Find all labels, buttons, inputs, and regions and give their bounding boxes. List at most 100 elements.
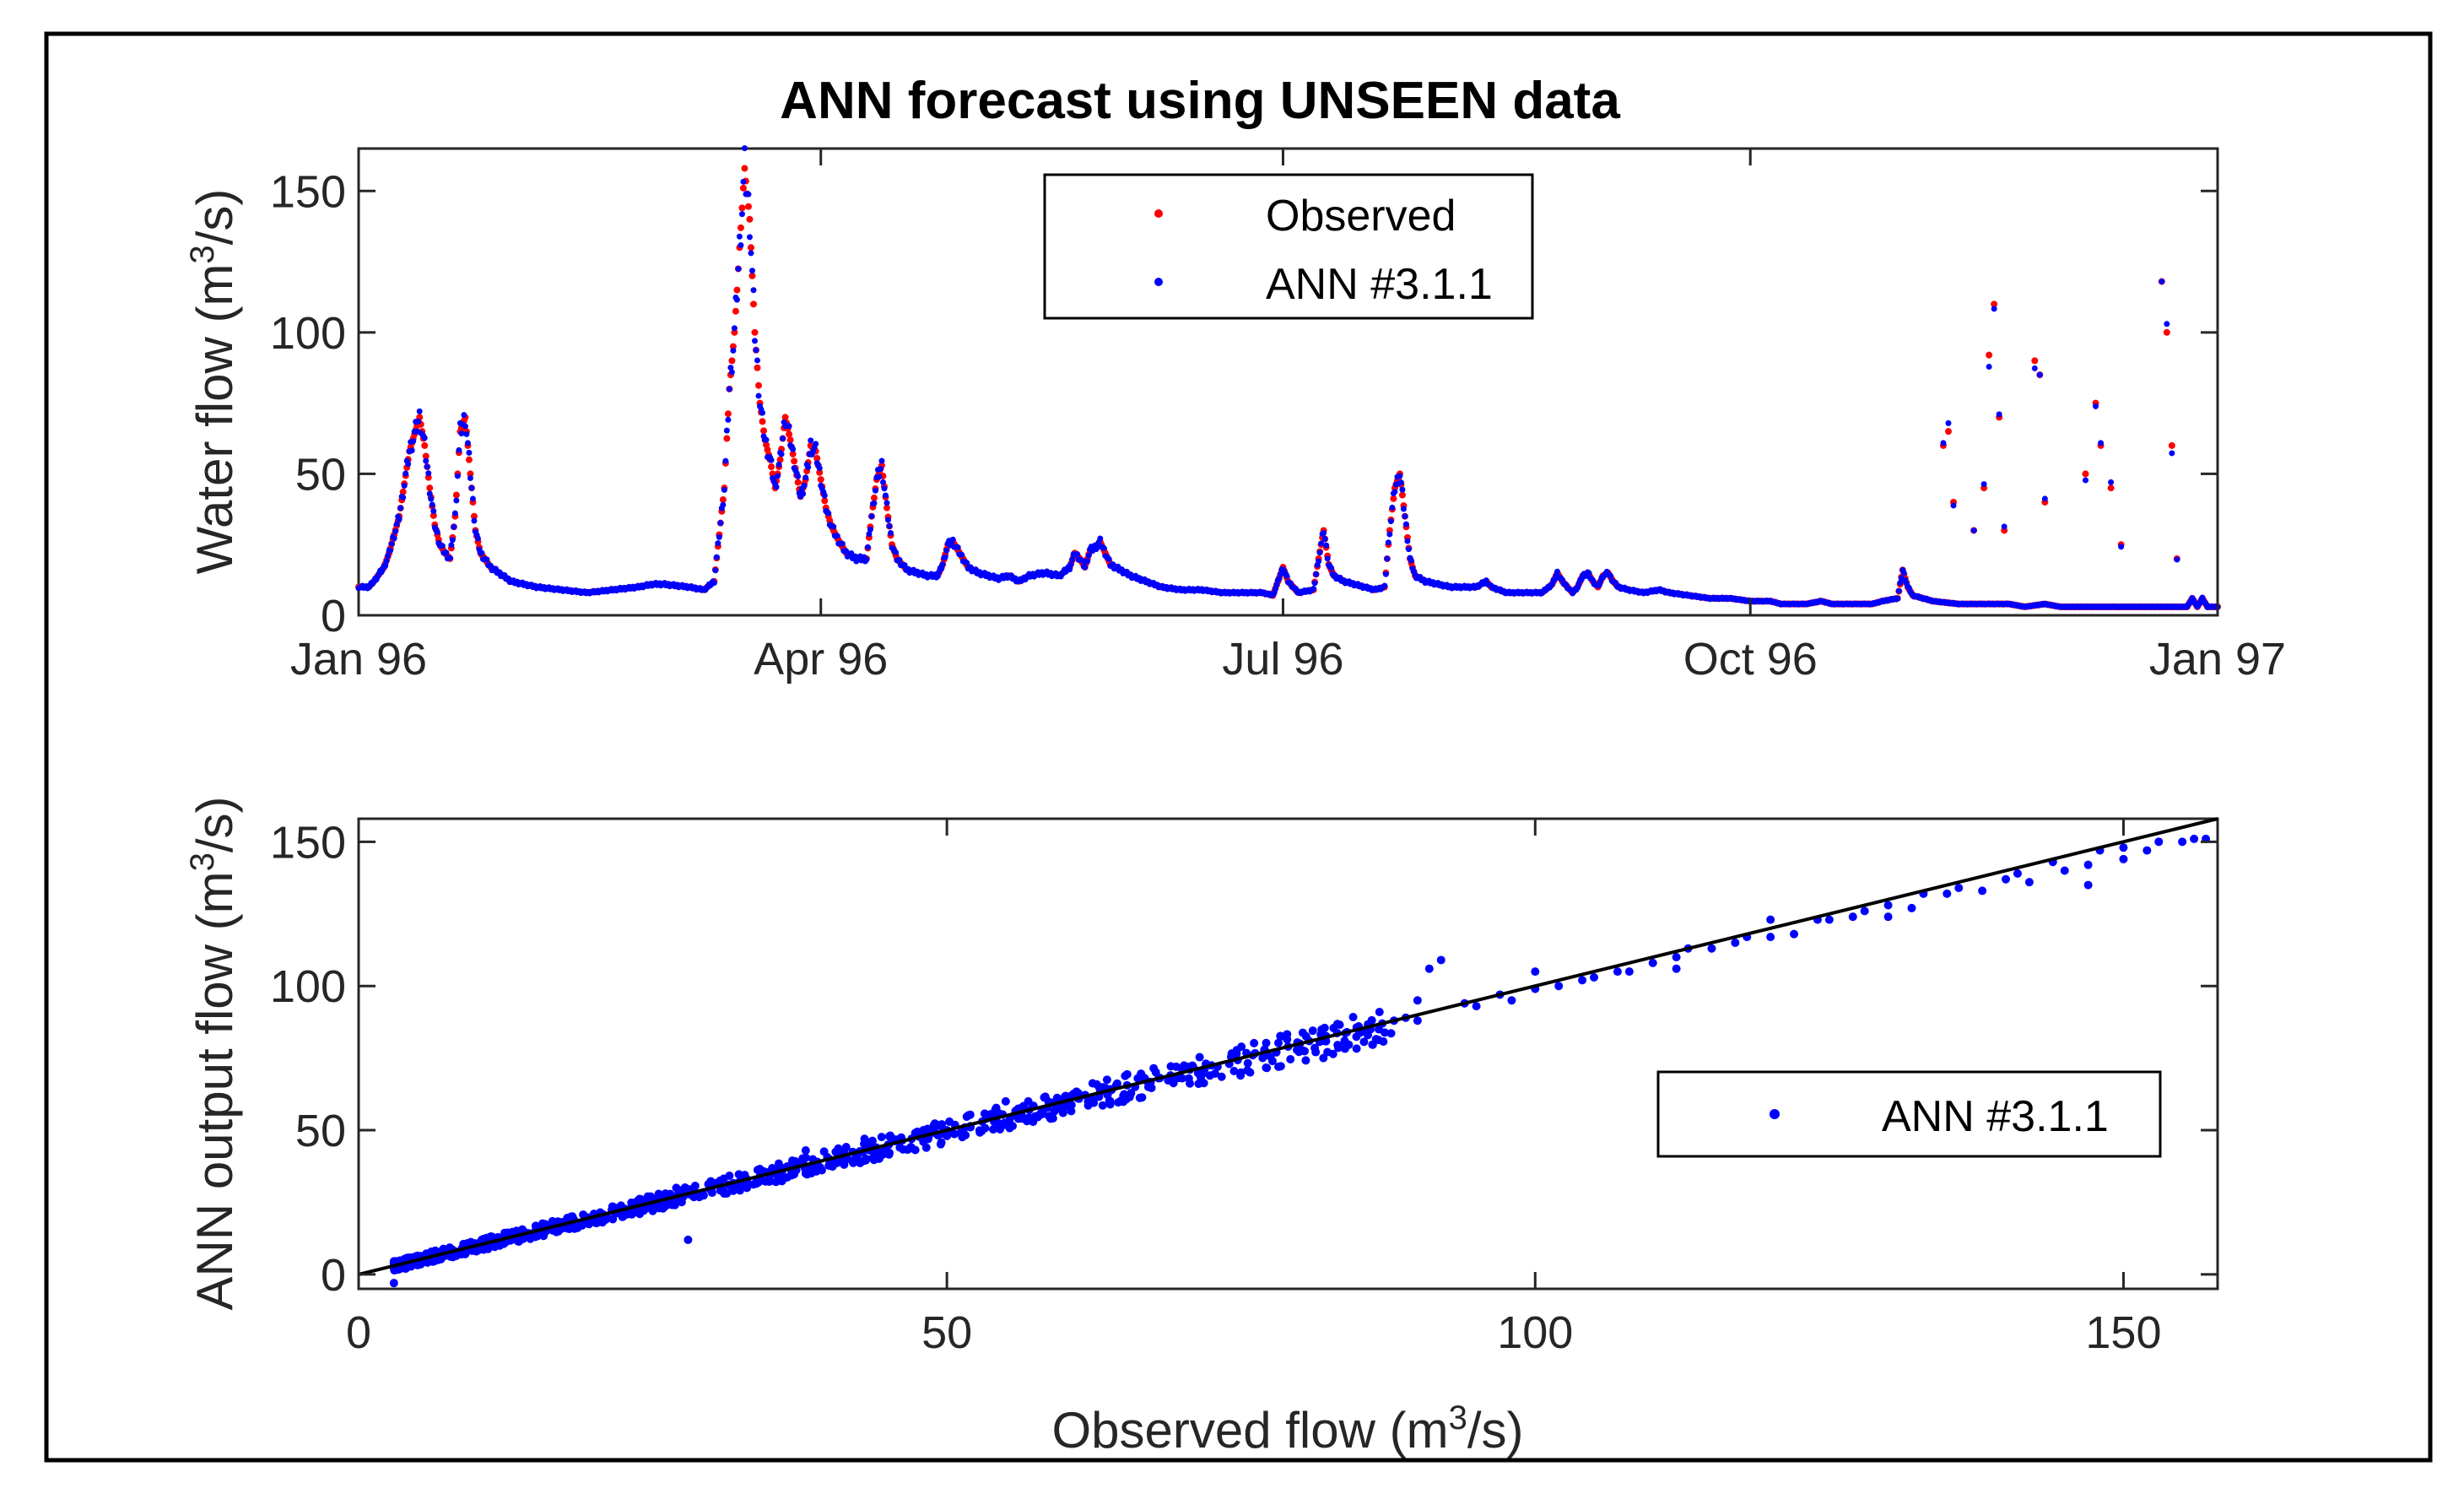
scatter-point (1334, 1043, 1343, 1053)
scatter-point (1707, 944, 1716, 953)
observed-point (776, 456, 784, 463)
bottom-legend: ANN #3.1.1 (1656, 1070, 2162, 1158)
scatter-point (1266, 1052, 1275, 1061)
ann-point-top (763, 436, 770, 443)
ann-point-top (753, 347, 759, 354)
observed-point (755, 382, 763, 389)
scatter-point (1114, 1098, 1123, 1107)
bottom-axes-box (357, 817, 2219, 1291)
scatter-point (1531, 967, 1540, 977)
scatter-point (1013, 1114, 1023, 1123)
scatter-point (2190, 834, 2199, 843)
observed-point (749, 300, 757, 308)
ann-point-top (429, 501, 435, 508)
ann-point-top (466, 449, 473, 456)
ann-point-top (751, 338, 758, 344)
scatter-point (1319, 1053, 1328, 1063)
scatter-point (1001, 1096, 1010, 1106)
ann-point-top (1311, 580, 1318, 587)
ann-point-top (964, 560, 970, 566)
observed-point (2168, 441, 2175, 449)
ann-point-top (768, 457, 775, 463)
ann-point-top (430, 508, 437, 515)
top-y-tick-label: 0 (321, 591, 346, 641)
scatter-point (1088, 1095, 1097, 1104)
scatter-point (1262, 1038, 1271, 1047)
observed-point (1398, 491, 1406, 499)
ann-point-top (755, 392, 762, 399)
scatter-point (1860, 906, 1869, 916)
ann-point-top (1085, 552, 1092, 559)
scatter-point (1283, 1035, 1292, 1044)
ann-point-top (416, 408, 423, 414)
scatter-point (1317, 1025, 1327, 1034)
ann-point-top (392, 528, 399, 535)
scatter-point (1731, 938, 1740, 947)
scatter-point (964, 1111, 973, 1120)
ann-point-top (2164, 321, 2170, 327)
observed-point (813, 454, 821, 462)
ann-point-top (727, 365, 734, 371)
observed-point (786, 436, 794, 444)
scatter-point (849, 1158, 858, 1167)
time-series-panel: Jan 96 Apr 96 Jul 96 Oct 96 Jan 97050100150 … (184, 145, 2286, 685)
ann-point-top (878, 457, 885, 464)
top-plot-area (355, 145, 2221, 610)
scatter-point (2013, 869, 2022, 878)
ann-point-top (825, 510, 832, 517)
observed-point (781, 414, 789, 421)
scatter-point (867, 1139, 876, 1149)
ann-point-top (2093, 403, 2099, 409)
ann-point-top (453, 497, 460, 504)
scatter-point (1083, 1101, 1093, 1110)
ann-point-top (883, 500, 890, 506)
figure-title: ANN forecast using UNSEEN data (780, 72, 1620, 130)
ann-point-top (1310, 585, 1317, 592)
scatter-point (1766, 915, 1775, 924)
scatter-point (1954, 884, 1964, 893)
ann-point-top (748, 250, 754, 257)
ann-point-top (451, 523, 457, 530)
scatter-point (2119, 843, 2128, 852)
ann-point-top (863, 556, 870, 563)
ann-point-top (716, 533, 722, 540)
ann-point-top (2001, 523, 2007, 530)
ann-point-top (393, 521, 400, 528)
ann-point-top (388, 540, 395, 547)
scatter-point (1262, 1063, 1272, 1073)
legend-marker-observed (1154, 209, 1163, 218)
observed-point (467, 470, 474, 478)
bottom-legend-box (1656, 1070, 2162, 1158)
ann-point-top (1386, 531, 1393, 538)
scatter-point (802, 1170, 812, 1179)
ann-point-top (731, 325, 738, 332)
scatter-point (1375, 1007, 1384, 1016)
scatter-panel: 0 50 100 150 0 50 100 150 ANN output flow (m3/s… (184, 796, 2219, 1458)
ann-point-top (881, 485, 888, 492)
ann-point-top (786, 423, 792, 430)
ann-point-top (1328, 565, 1335, 571)
ann-point-top (740, 178, 747, 185)
scatter-point (666, 1200, 675, 1209)
observed-point (724, 410, 732, 418)
ann-point-top (745, 191, 752, 198)
ann-point-top (1397, 473, 1403, 479)
ann-point-top (813, 441, 819, 447)
scatter-point (790, 1170, 799, 1179)
ann-point-top (720, 501, 727, 508)
ann-point-top (1991, 306, 1997, 312)
scatter-point (1052, 1093, 1062, 1102)
top-x-tick-label: Apr 96 (754, 634, 888, 685)
scatter-point (1648, 958, 1657, 967)
observed-point (422, 452, 430, 460)
ann-point-top (821, 492, 828, 499)
scatter-point (514, 1237, 523, 1246)
scatter-point (1060, 1092, 1069, 1101)
scatter-point (877, 1133, 886, 1142)
ann-point-top (434, 529, 440, 536)
scatter-point (956, 1128, 965, 1138)
observed-point (883, 504, 890, 511)
ann-point-top (448, 542, 455, 549)
top-y-tick-label: 100 (270, 308, 346, 359)
ann-point-top (1324, 555, 1331, 562)
